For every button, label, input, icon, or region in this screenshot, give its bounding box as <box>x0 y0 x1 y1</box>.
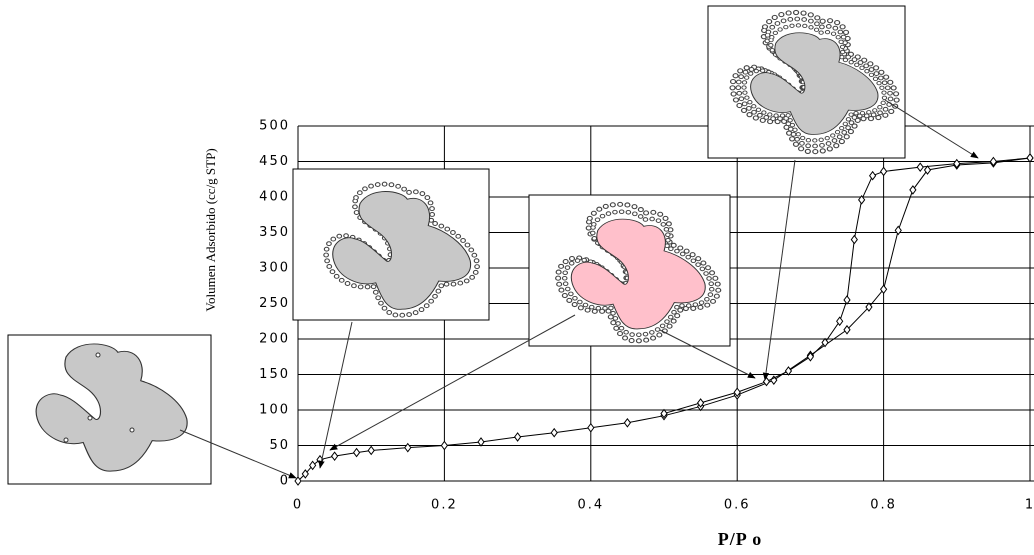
data-point <box>916 162 924 173</box>
y-axis-label: Volumen Adsorbido (cc/g STP) <box>203 148 218 311</box>
data-point <box>301 469 309 479</box>
data-point <box>909 185 917 195</box>
y-tick-label: 0 <box>280 474 290 489</box>
data-point <box>843 324 851 335</box>
data-point <box>477 437 485 447</box>
x-axis-label: P/P o <box>718 529 763 549</box>
data-point <box>550 427 558 438</box>
x-tick-label: 0.8 <box>870 498 897 513</box>
data-point <box>843 295 851 305</box>
inset-pore-empty <box>7 334 297 485</box>
y-tick-label: 450 <box>259 154 290 169</box>
x-tick-label: 0.4 <box>577 498 604 513</box>
y-tick-label: 150 <box>259 367 290 382</box>
data-point <box>879 284 888 295</box>
data-point <box>440 440 449 451</box>
data-point <box>806 351 815 362</box>
y-tick-label: 50 <box>269 438 290 453</box>
x-tick-label: 0.2 <box>431 498 458 513</box>
inset-pore-monolayer <box>292 168 490 469</box>
data-point <box>352 447 361 458</box>
data-point <box>660 408 668 419</box>
data-point <box>821 337 829 348</box>
data-point <box>1026 153 1034 163</box>
y-tick-label: 200 <box>259 332 290 347</box>
data-point <box>850 234 858 245</box>
data-point <box>923 165 932 175</box>
data-point <box>587 422 595 433</box>
data-point <box>989 156 998 167</box>
data-point <box>294 476 302 486</box>
data-point <box>309 460 317 471</box>
data-point <box>733 387 741 398</box>
data-point <box>894 225 902 236</box>
inset-pore-filled <box>707 5 979 381</box>
y-tick-label: 250 <box>259 296 290 311</box>
data-point <box>865 302 873 312</box>
x-tick-label: 0.6 <box>724 498 751 513</box>
y-tick-label: 300 <box>259 261 290 276</box>
x-tick-label: 0 <box>293 498 303 513</box>
data-point <box>513 432 522 442</box>
isotherm-line <box>297 157 1031 482</box>
data-point <box>367 445 375 456</box>
data-point <box>953 158 961 169</box>
data-point <box>404 442 412 453</box>
data-point <box>696 398 705 408</box>
data-point <box>836 316 844 327</box>
data-point <box>868 170 877 181</box>
data-point <box>879 166 888 177</box>
data-point <box>858 195 866 205</box>
inset-pore-multilayer <box>329 194 756 451</box>
data-point <box>623 417 632 428</box>
y-tick-label: 500 <box>259 119 290 134</box>
y-tick-label: 100 <box>259 403 290 418</box>
x-tick-label: 1 <box>1025 498 1034 513</box>
y-tick-label: 350 <box>259 225 290 240</box>
data-point <box>784 366 793 376</box>
y-tick-label: 400 <box>259 190 290 205</box>
data-point <box>330 451 339 461</box>
